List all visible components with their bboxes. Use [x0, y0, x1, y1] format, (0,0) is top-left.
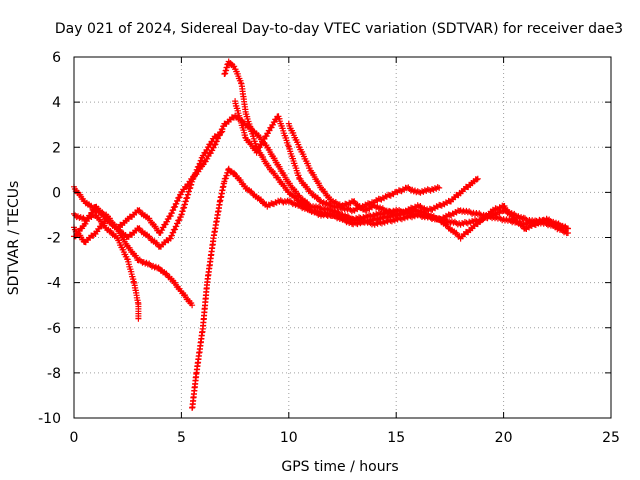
x-tick-label: 25	[602, 430, 620, 446]
x-tick-label: 10	[280, 430, 298, 446]
series-track-7	[232, 98, 443, 215]
series-track-6	[221, 58, 571, 232]
data-point-markers	[71, 112, 571, 240]
data-point-markers	[221, 58, 571, 232]
x-tick-label: 5	[177, 430, 186, 446]
gridlines	[74, 57, 611, 418]
y-tick-label: -10	[38, 411, 61, 427]
y-tick-label: 0	[52, 185, 61, 201]
data-point-markers	[189, 165, 571, 411]
x-tick-label: 0	[70, 430, 79, 446]
x-tick-label: 15	[387, 430, 405, 446]
series-track-3	[71, 128, 226, 250]
y-tick-label: 4	[52, 95, 61, 111]
y-tick-label: -6	[47, 321, 61, 337]
y-tick-label: 6	[52, 50, 61, 66]
data-point-markers	[232, 98, 443, 215]
data-points	[71, 58, 571, 411]
series-track-8	[285, 120, 481, 219]
y-axis-label: SDTVAR / TECUs	[6, 181, 22, 296]
axis-ticks	[73, 56, 612, 419]
y-tick-label: -2	[47, 231, 61, 247]
y-tick-label: -8	[47, 366, 61, 382]
data-point-markers	[285, 120, 481, 219]
chart-title: Day 021 of 2024, Sidereal Day-to-day VTE…	[55, 21, 623, 37]
x-axis-label: GPS time / hours	[281, 459, 398, 475]
data-point-markers	[71, 128, 226, 250]
y-tick-label: 2	[52, 140, 61, 156]
series-track-4	[71, 112, 571, 240]
series-track-5	[189, 165, 571, 411]
tick-labels: 0 5 10 15 20 25 -10 -8 -6 -4 -2 0 2 4 6	[38, 50, 620, 446]
y-tick-label: -4	[47, 276, 61, 292]
x-tick-label: 20	[495, 430, 513, 446]
